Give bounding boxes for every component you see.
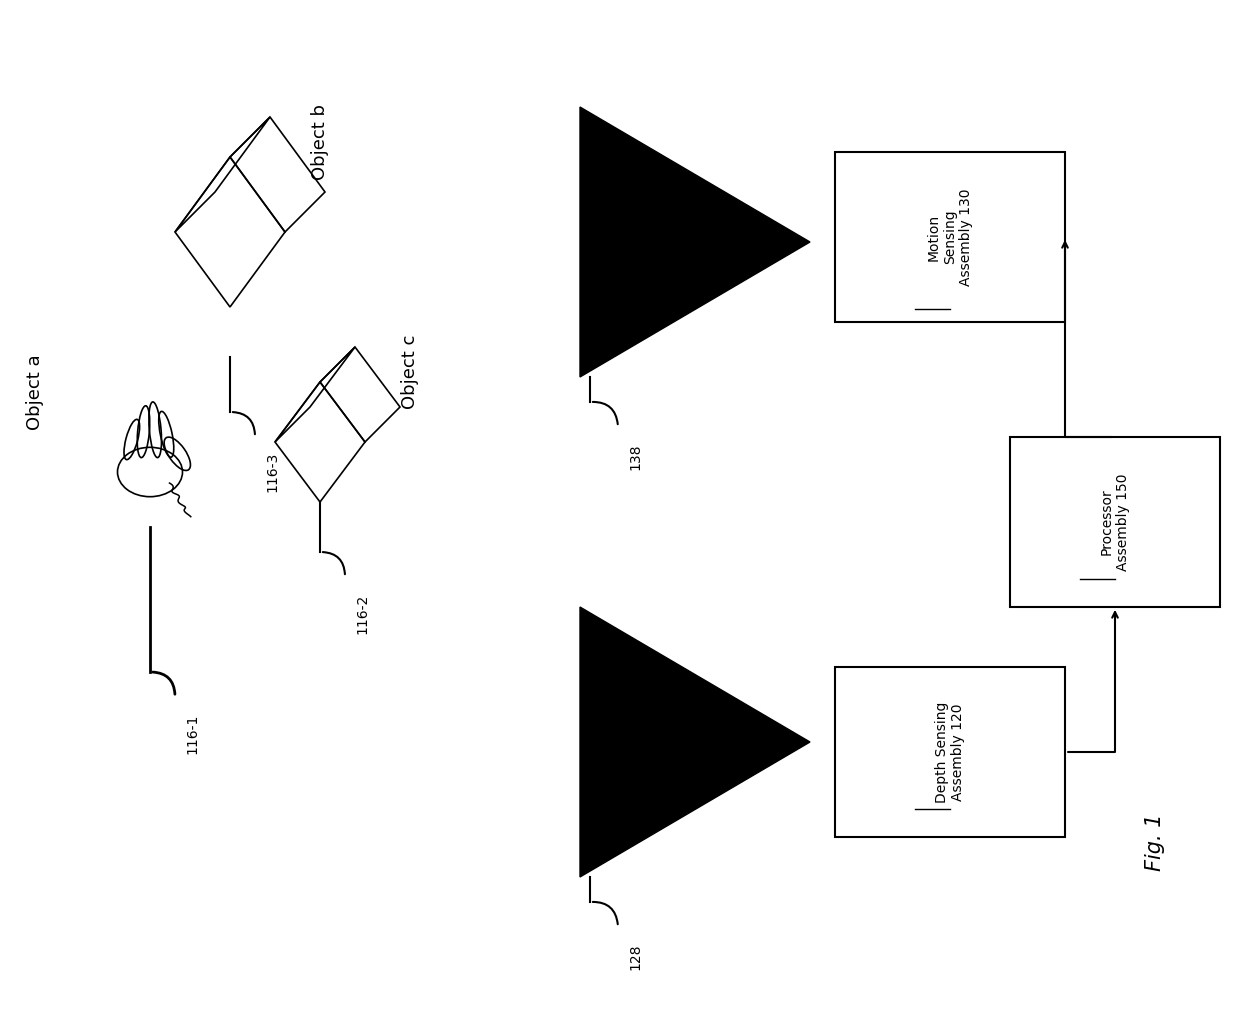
Polygon shape [580, 107, 810, 377]
Text: 128: 128 [627, 943, 642, 970]
Text: Object b: Object b [311, 104, 329, 180]
Text: Object c: Object c [401, 335, 419, 409]
Text: 116-2: 116-2 [355, 594, 370, 634]
Text: 116-1: 116-1 [185, 713, 198, 754]
Text: 138: 138 [627, 444, 642, 470]
Text: Fig. 1: Fig. 1 [1145, 814, 1166, 871]
Text: Object a: Object a [26, 355, 43, 430]
Polygon shape [580, 607, 810, 877]
Text: Processor
Assembly 150: Processor Assembly 150 [1100, 473, 1130, 570]
Text: Motion
Sensing
Assembly 130: Motion Sensing Assembly 130 [926, 188, 973, 286]
Text: Depth Sensing
Assembly 120: Depth Sensing Assembly 120 [935, 701, 965, 802]
Text: 116-3: 116-3 [265, 452, 279, 493]
